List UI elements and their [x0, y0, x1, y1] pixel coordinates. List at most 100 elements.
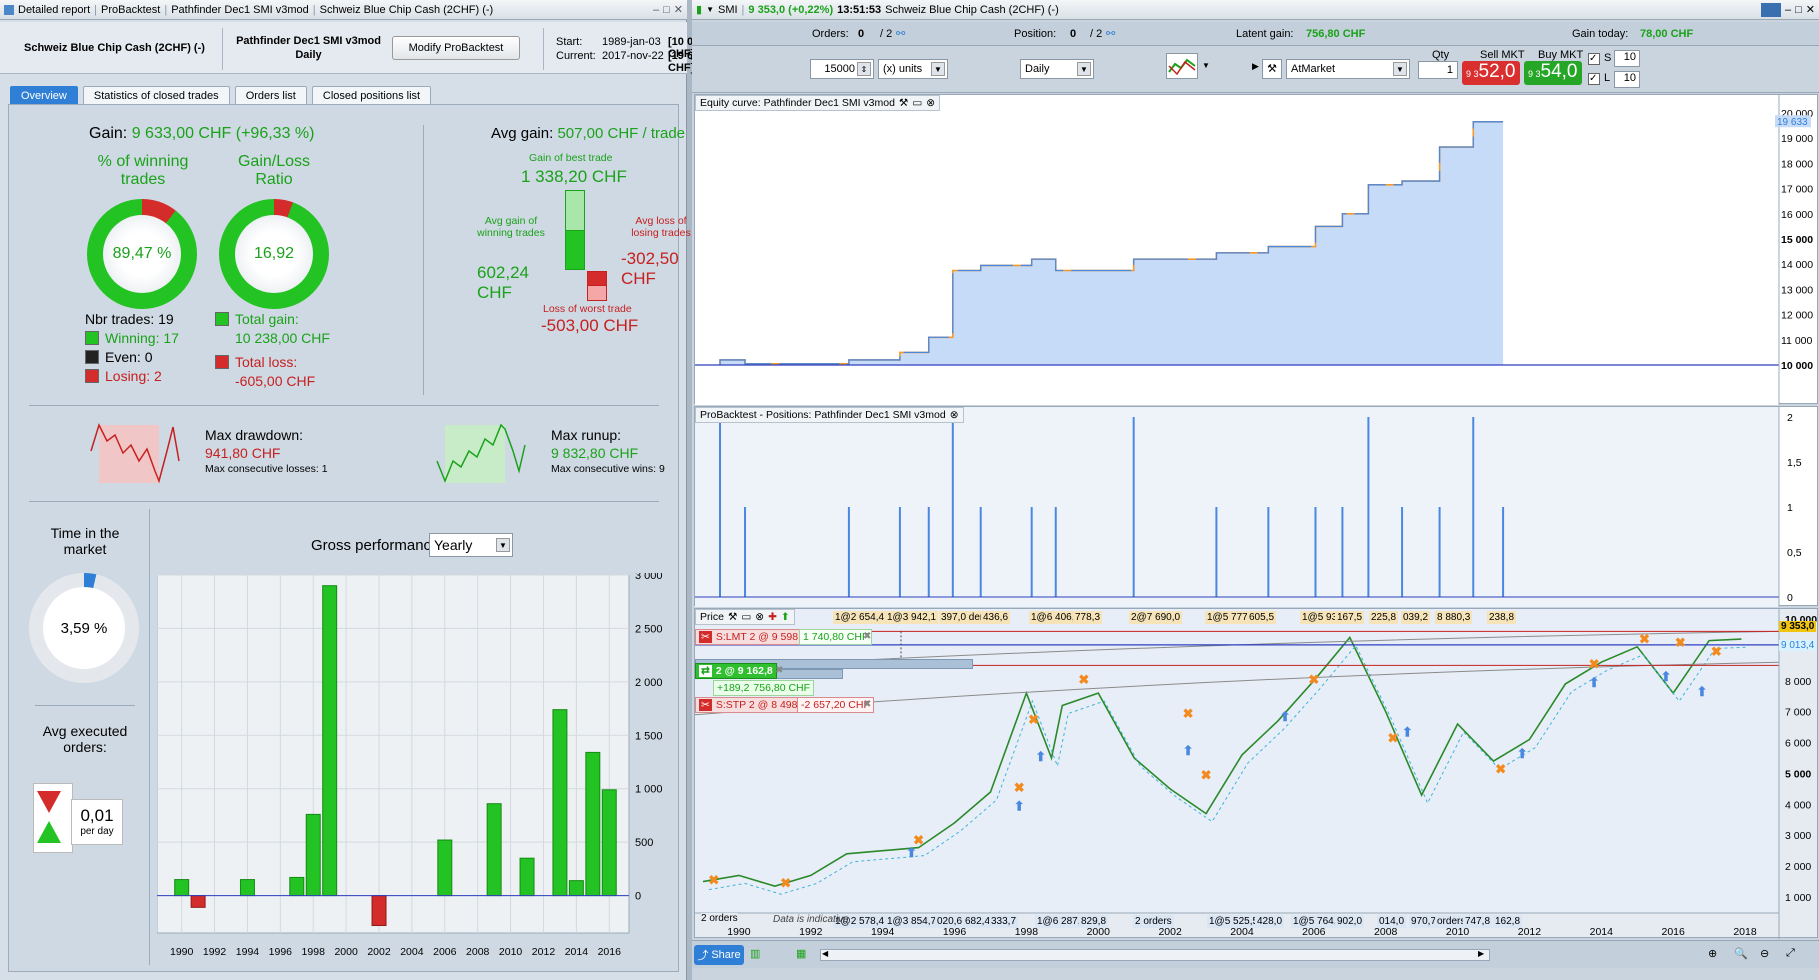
l-label: L: [1604, 72, 1611, 84]
qty-input[interactable]: 1: [1418, 61, 1458, 79]
up-arrow-icon[interactable]: ⬆: [780, 611, 790, 623]
fit-icon[interactable]: ⤢: [1786, 947, 1795, 959]
maximize-icon[interactable]: □: [663, 3, 670, 16]
order-chip: 1@5 525,5: [1207, 915, 1261, 928]
gross-x-tick: 1996: [269, 946, 293, 958]
entry-marker: ⬆: [1661, 669, 1672, 684]
grid-icon[interactable]: ▦: [796, 948, 807, 960]
units-select[interactable]: (x) units ▼: [878, 59, 948, 79]
l-checkbox[interactable]: ✓: [1588, 73, 1600, 85]
sell-market-button[interactable]: 9 352,0: [1462, 61, 1520, 85]
right-window: ▮ ▼ SMI | 9 353,0 (+0,22%) 13:51:53 Schwe…: [692, 0, 1819, 980]
scroll-left-icon[interactable]: ◀: [822, 949, 829, 958]
price-x-tick: 2014: [1590, 926, 1614, 938]
close-circle-icon[interactable]: ⊗: [755, 611, 765, 623]
gross-x-tick: 2010: [499, 946, 523, 958]
wrench-icon[interactable]: ⚒: [898, 97, 909, 109]
positions-y-tick: 2: [1787, 412, 1793, 424]
indicator-dropdown-icon[interactable]: ▼: [1202, 61, 1210, 70]
s-label: S: [1604, 52, 1612, 64]
order-toolbar: 15000 ⇕ (x) units ▼ Daily ▼ ▼ ▶ ⚒ AtMarket ▼…: [692, 47, 1819, 93]
price-y-tick: 5 000: [1785, 768, 1811, 780]
indicator-icon[interactable]: [1166, 53, 1198, 79]
maximize-icon-right[interactable]: □: [1795, 3, 1802, 16]
close-circle-icon[interactable]: ⊗: [949, 409, 959, 421]
stop-order-box[interactable]: ✂ S:STP 2 @ 8 498,5: [695, 697, 811, 713]
avg-loss-label: Avg loss of losing trades: [631, 215, 691, 239]
qty-label: Qty: [1432, 49, 1450, 61]
window-icon[interactable]: ▭: [741, 611, 752, 623]
equity-y-tick: 19 000: [1781, 133, 1813, 145]
order-type-select[interactable]: AtMarket ▼: [1286, 59, 1410, 79]
gross-x-tick: 1992: [203, 946, 227, 958]
orders-label: Orders:: [812, 28, 849, 40]
runup-sparkline: [436, 423, 526, 484]
tab-statistics[interactable]: Statistics of closed trades: [82, 86, 230, 106]
zoom-out-icon[interactable]: ⊖: [1760, 948, 1770, 960]
total-loss-value: -605,00 CHF: [235, 373, 316, 389]
entry-marker: ⬆: [1280, 709, 1291, 724]
link-icon-2[interactable]: ⚯: [1106, 28, 1116, 40]
entry-marker: ⬆: [1402, 724, 1413, 739]
equity-y-tick: 15 000: [1781, 234, 1813, 246]
exit-marker: ✖: [1183, 706, 1194, 721]
buy-market-button[interactable]: 9 354,0: [1524, 61, 1582, 85]
order-chip: 1@5 777,5: [1205, 611, 1259, 624]
gross-perf-select[interactable]: Yearly ▼: [429, 533, 513, 557]
quantity-stepper[interactable]: 15000 ⇕: [810, 59, 874, 79]
s-input[interactable]: 10: [1614, 50, 1640, 67]
exit-marker: ✖: [1201, 768, 1212, 783]
cancel-limit-icon[interactable]: ✖: [863, 631, 872, 642]
link-icon[interactable]: ⚯: [896, 28, 906, 40]
wrench-icon[interactable]: ⚒: [727, 611, 738, 623]
keyboard-icon[interactable]: [1761, 2, 1781, 17]
orders-value: 0: [858, 28, 865, 40]
gain-today-label: Gain today:: [1572, 28, 1629, 40]
zoom-auto-icon[interactable]: ⊕: [1708, 948, 1718, 960]
wrench-icon[interactable]: ⚒: [1262, 59, 1282, 79]
order-chip: 2 orders: [1133, 915, 1174, 928]
price-y-tick: 8 000: [1785, 676, 1811, 688]
avg-gain-value: 507,00 CHF / trade: [557, 125, 686, 142]
gross-bar-1999: [322, 585, 338, 897]
compare-icon[interactable]: ▥: [750, 948, 761, 960]
avg-gain-winning-value: 602,24 CHF: [477, 263, 529, 302]
title-instrument: Schweiz Blue Chip Cash (2CHF) (-): [319, 3, 494, 16]
close-position-icon[interactable]: ✖: [775, 665, 784, 676]
start-label: Start:: [556, 36, 583, 48]
close-icon[interactable]: ✕: [673, 4, 683, 16]
close-circle-icon[interactable]: ⊗: [926, 97, 936, 109]
share-button[interactable]: ⤴ Share: [694, 945, 744, 965]
l-input[interactable]: 10: [1614, 71, 1640, 88]
minimize-icon[interactable]: –: [653, 3, 660, 16]
add-icon[interactable]: ✚: [768, 611, 777, 623]
worst-trade-value: -503,00 CHF: [541, 316, 639, 335]
modify-probacktest-button[interactable]: Modify ProBacktest: [392, 36, 520, 60]
minimize-icon-right[interactable]: –: [1785, 3, 1792, 16]
equity-last-tag: [1775, 115, 1811, 128]
window-icon[interactable]: ▭: [912, 97, 923, 109]
close-icon-right[interactable]: ✕: [1805, 4, 1815, 16]
horizontal-scrollbar[interactable]: [820, 949, 1490, 961]
zoom-in-icon[interactable]: 🔍: [1734, 948, 1748, 960]
panel-arrow-icon[interactable]: ▶: [1252, 61, 1259, 71]
scroll-right-icon[interactable]: ▶: [1478, 949, 1485, 958]
period-select[interactable]: Daily ▼: [1020, 59, 1094, 79]
limit-order-box[interactable]: ✂ S:LMT 2 @ 9 598,0: [695, 629, 811, 645]
positions-plot-area: [695, 407, 1779, 607]
position-box[interactable]: ⇄ 2 @ 9 162,8: [695, 663, 777, 679]
s-checkbox[interactable]: ✓: [1588, 53, 1600, 65]
equity-y-tick: 14 000: [1781, 259, 1813, 271]
cancel-stop-icon[interactable]: ✖: [863, 699, 872, 710]
time-in-market-label: Time in the market: [50, 525, 120, 557]
price-plot-area: [695, 609, 1779, 913]
max-consec-losses: Max consecutive losses: 1: [205, 463, 328, 475]
gross-bar-2014: [568, 880, 584, 897]
gain-today-value: 78,00 CHF: [1640, 28, 1694, 40]
price-x-tick: 2000: [1087, 926, 1111, 938]
tab-orders-list[interactable]: Orders list: [234, 86, 307, 106]
symbol-dropdown-icon[interactable]: ▼: [706, 5, 714, 14]
tab-closed-positions[interactable]: Closed positions list: [311, 86, 432, 106]
tab-overview[interactable]: Overview: [10, 86, 78, 106]
entry-marker: ⬆: [1035, 749, 1046, 764]
